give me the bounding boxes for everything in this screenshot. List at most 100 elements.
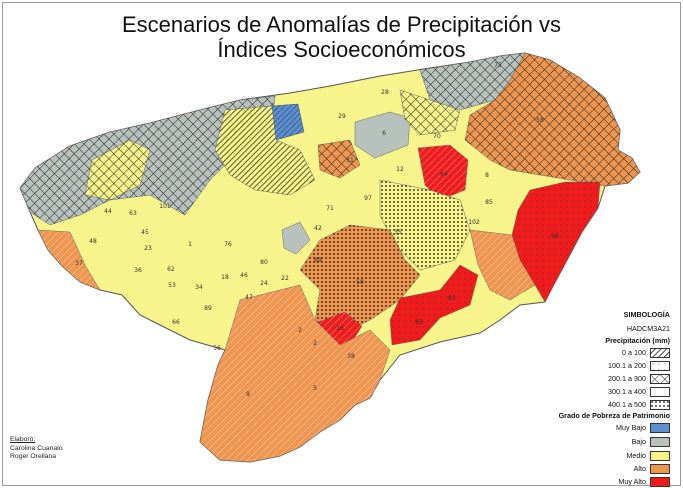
label-37: 37 <box>75 260 83 267</box>
legend-poverty-alto: Alto <box>634 463 670 474</box>
region-bajo-1 <box>354 111 411 159</box>
legend-precip-label: 400.1 a 500 <box>608 400 646 409</box>
title-line-1: Escenarios de Anomalías de Precipitación… <box>121 12 561 37</box>
label-69: 69 <box>314 257 322 264</box>
label-38: 38 <box>347 353 355 360</box>
region-ne-coast-hatch <box>420 53 525 110</box>
sparse-dots-swatch <box>650 360 670 371</box>
label-5: 5 <box>313 385 317 392</box>
color-swatch <box>650 422 670 433</box>
label-9: 9 <box>246 391 250 398</box>
label-1: 1 <box>188 241 192 248</box>
region-north-central-hatch <box>215 106 315 195</box>
label-8: 8 <box>485 172 489 179</box>
label-6: 6 <box>382 130 386 137</box>
legend-precip-300-400: 300.1 a 400 <box>608 386 670 397</box>
label-63: 63 <box>129 210 137 217</box>
dense-dots-swatch <box>650 399 670 410</box>
region-bajo-2 <box>281 221 311 255</box>
label-2a: 2 <box>298 327 302 334</box>
label-34: 34 <box>195 284 203 291</box>
legend-poverty-heading: Grado de Pobreza de Patrimonio <box>558 411 670 420</box>
label-83: 83 <box>448 295 456 302</box>
region-northwest-crosshatch <box>20 96 275 225</box>
label-89: 89 <box>204 305 212 312</box>
label-56: 56 <box>213 345 221 352</box>
label-46: 46 <box>240 272 248 279</box>
legend-precip-label: 100.1 a 200 <box>608 361 646 370</box>
legend-precip-100-200: 100.1 a 200 <box>608 360 670 371</box>
label-58: 58 <box>536 117 544 124</box>
label-93: 93 <box>415 319 423 326</box>
title-line-2: Índices Socioeconómicos <box>217 37 466 62</box>
label-80: 80 <box>260 259 268 266</box>
color-swatch <box>650 450 670 461</box>
color-swatch <box>650 476 670 487</box>
region-center-alto-dots-pattern <box>300 225 420 335</box>
credits-author-2: Roger Orellana <box>10 453 57 460</box>
region-alto-31-cross <box>318 140 360 178</box>
legend-poverty-medio: Medio <box>626 450 670 461</box>
region-muy-alto-north-hatch <box>418 145 468 200</box>
legend-poverty-bajo: Bajo <box>632 436 670 447</box>
region-south-alto-hatch <box>200 285 390 462</box>
legend-poverty-label: Muy Bajo <box>616 423 646 432</box>
label-64: 64 <box>440 171 448 178</box>
region-merida-hatch <box>272 104 304 140</box>
legend-poverty-label: Bajo <box>631 437 646 446</box>
label-12: 12 <box>396 166 404 173</box>
color-swatch <box>650 436 670 447</box>
label-23: 23 <box>144 245 152 252</box>
legend-poverty-muy-alto: Muy Alto <box>618 476 670 487</box>
label-24: 24 <box>260 280 268 287</box>
legend-precip-400-500: 400.1 a 500 <box>608 399 670 410</box>
label-70: 70 <box>433 133 441 140</box>
label-62: 62 <box>167 266 175 273</box>
label-28: 28 <box>381 89 389 96</box>
legend-precip-label: 0 a 100 <box>622 348 646 357</box>
municipality-labels: 28 29 6 70 31 12 64 8 97 71 85 42 101 44… <box>75 62 559 398</box>
label-36: 36 <box>134 267 142 274</box>
credits: Elaboró: Carolina Cuanalo Roger Orellana <box>10 436 63 462</box>
label-101: 101 <box>159 203 171 210</box>
legend-precip-0-100: 0 a 100 <box>622 347 670 358</box>
legend-precip-label: 200.1 a 300 <box>608 374 646 383</box>
color-swatch <box>650 463 670 474</box>
region-muy-alto-east-dots <box>512 182 600 302</box>
label-48: 48 <box>89 238 97 245</box>
label-45: 45 <box>141 229 149 236</box>
legend-precip-label: 300.1 a 400 <box>608 387 646 396</box>
legend-poverty-label: Muy Alto <box>618 477 646 486</box>
region-nw-medio-hatch <box>85 140 150 200</box>
label-66: 66 <box>172 319 180 326</box>
label-50: 50 <box>356 279 364 286</box>
label-75: 75 <box>494 62 502 69</box>
label-47: 47 <box>245 294 253 301</box>
legend-heading: SIMBOLOGÍA <box>623 310 670 319</box>
legend-scenario: HADCM3A21 <box>626 324 670 333</box>
label-42: 42 <box>314 225 322 232</box>
legend-precip-200-300: 200.1 a 300 <box>608 373 670 384</box>
label-31: 31 <box>346 157 354 164</box>
region-north-yellow-cross-hatch <box>400 90 460 135</box>
label-29: 29 <box>338 113 346 120</box>
legend-poverty-label: Alto <box>633 464 646 473</box>
label-53: 53 <box>168 282 176 289</box>
legend-poverty-label: Medio <box>626 451 646 460</box>
label-85: 85 <box>485 199 493 206</box>
hatch-swatch <box>650 347 670 358</box>
crosshatch-swatch <box>650 373 670 384</box>
label-44: 44 <box>104 208 112 215</box>
credits-label: Elaboró: <box>10 436 36 443</box>
region-northeast-alto-cross <box>465 53 640 186</box>
label-96: 96 <box>551 233 559 240</box>
label-71: 71 <box>326 205 334 212</box>
region-west-alto-hatch <box>38 230 100 290</box>
credits-author-1: Carolina Cuanalo <box>10 444 63 452</box>
region-center-medio-dots-pattern <box>380 180 470 270</box>
label-97: 97 <box>364 195 372 202</box>
label-102: 102 <box>468 219 480 226</box>
label-76: 76 <box>224 241 232 248</box>
